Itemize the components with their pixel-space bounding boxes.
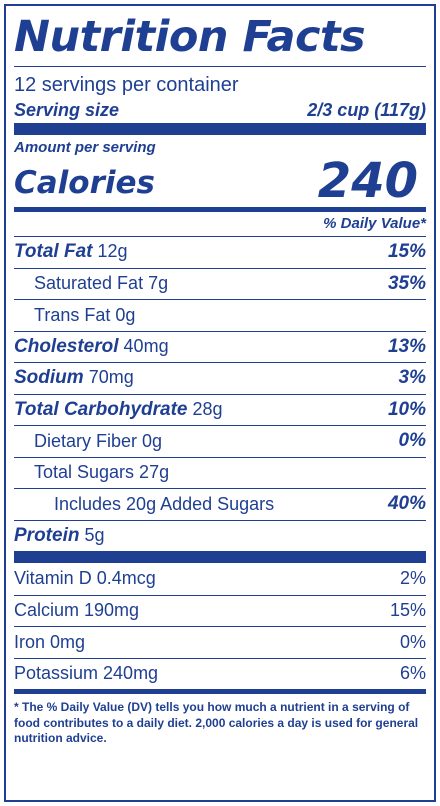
- nutrient-dv: 13%: [387, 335, 426, 357]
- daily-value-header: % Daily Value*: [323, 215, 426, 232]
- nutrient-dv: 35%: [387, 272, 426, 294]
- calories-label: Calories: [14, 165, 155, 201]
- vitamin-name: Iron 0mg: [14, 631, 86, 652]
- nutrient-dv: 10%: [387, 398, 426, 420]
- nutrient-name: Total Fat: [14, 241, 93, 263]
- vitamin-dv: 2%: [399, 568, 426, 589]
- nutrient-amount: 12g: [97, 241, 128, 262]
- nutrition-label: Nutrition Facts 12 servings per containe…: [4, 4, 436, 802]
- servings-per-container: 12 servings per container: [14, 74, 239, 96]
- nutrient-row-saturated-fat: Saturated Fat 7g 35%: [14, 267, 426, 300]
- divider-medium: [14, 207, 426, 212]
- nutrient-amount: 70mg: [88, 367, 134, 388]
- nutrient-name: Sodium: [14, 367, 84, 389]
- divider: [14, 66, 426, 67]
- nutrient-row-cholesterol: Cholesterol 40mg 13%: [14, 330, 426, 363]
- vitamin-row-vitamin-d: Vitamin D 0.4mcg 2%: [14, 563, 426, 595]
- vitamin-row-potassium: Potassium 240mg 6%: [14, 657, 426, 690]
- nutrient-name: Includes 20g Added Sugars: [54, 493, 275, 514]
- nutrient-name: Trans Fat 0g: [34, 304, 136, 325]
- footnote: * The % Daily Value (DV) tells you how m…: [14, 700, 419, 746]
- nutrient-name: Total Sugars 27g: [34, 462, 170, 483]
- nutrient-row-added-sugars: Includes 20g Added Sugars 40%: [14, 488, 426, 520]
- vitamins-section: Vitamin D 0.4mcg 2% Calcium 190mg 15% Ir…: [14, 563, 426, 689]
- vitamin-name: Calcium 190mg: [14, 600, 140, 621]
- vitamin-dv: 6%: [399, 663, 426, 684]
- nutrient-row-total-sugars: Total Sugars 27g: [14, 456, 426, 489]
- vitamin-row-calcium: Calcium 190mg 15%: [14, 594, 426, 627]
- vitamin-name: Potassium 240mg: [14, 663, 159, 684]
- amount-per-serving: Amount per serving: [14, 139, 156, 156]
- calories-row: Calories 240: [14, 157, 426, 207]
- nutrient-amount: 40mg: [123, 335, 169, 356]
- nutrient-dv: 15%: [387, 241, 426, 263]
- nutrient-dv: 3%: [398, 367, 426, 389]
- nutrient-row-trans-fat: Trans Fat 0g: [14, 299, 426, 331]
- divider-thick: [14, 551, 426, 563]
- nutrient-name: Cholesterol: [14, 335, 119, 357]
- vitamin-name: Vitamin D 0.4mcg: [14, 568, 156, 589]
- calories-value: 240: [317, 153, 418, 209]
- serving-size: Serving size 2/3 cup (117g): [14, 97, 426, 123]
- vitamin-dv: 0%: [399, 631, 426, 652]
- nutrient-row-dietary-fiber: Dietary Fiber 0g 0%: [14, 425, 426, 457]
- divider-medium: [14, 689, 426, 694]
- divider-thick: [14, 123, 426, 135]
- nutrient-row-total-fat: Total Fat 12g 15%: [14, 236, 426, 268]
- nutrient-row-protein: Protein 5g: [14, 519, 426, 552]
- nutrient-name: Protein: [14, 524, 80, 546]
- serving-size-value: 2/3 cup (117g): [307, 100, 426, 120]
- nutrient-dv: 40%: [387, 493, 426, 515]
- vitamin-row-iron: Iron 0mg 0%: [14, 626, 426, 658]
- nutrient-amount: 5g: [84, 524, 105, 545]
- nutrient-name: Saturated Fat 7g: [34, 273, 169, 294]
- nutrient-row-sodium: Sodium 70mg 3%: [14, 362, 426, 394]
- nutrient-name: Dietary Fiber 0g: [34, 430, 163, 451]
- nutrient-row-total-carbohydrate: Total Carbohydrate 28g 10%: [14, 393, 426, 426]
- label-title: Nutrition Facts: [14, 12, 366, 62]
- nutrient-amount: 28g: [192, 398, 223, 419]
- nutrient-name: Total Carbohydrate: [14, 398, 188, 420]
- serving-size-label: Serving size: [14, 100, 120, 120]
- nutrient-dv: 0%: [398, 430, 426, 452]
- vitamin-dv: 15%: [389, 600, 426, 621]
